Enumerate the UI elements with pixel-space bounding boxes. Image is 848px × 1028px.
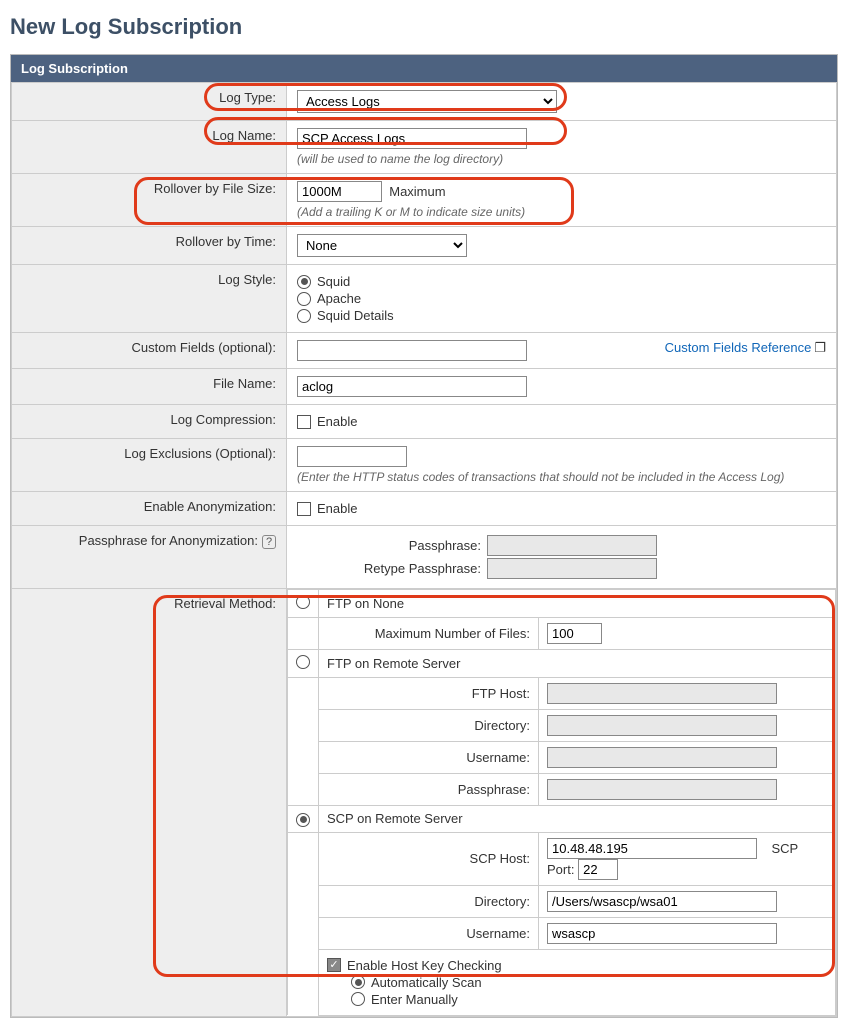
passphrase-label: Passphrase: [297, 538, 487, 553]
enable-anon-label: Enable Anonymization: [12, 492, 287, 526]
log-style-option: Squid [317, 274, 350, 289]
custom-fields-label: Custom Fields (optional): [12, 333, 287, 369]
rollover-size-hint: (Add a trailing K or M to indicate size … [297, 205, 826, 219]
hostkey-checkbox[interactable] [327, 958, 341, 972]
log-exclusions-hint: (Enter the HTTP status codes of transact… [297, 470, 826, 484]
page-title: New Log Subscription [10, 14, 838, 40]
ftp-directory-label: Directory: [319, 710, 539, 742]
max-files-label: Maximum Number of Files: [319, 618, 539, 650]
ftp-remote-title: FTP on Remote Server [319, 650, 836, 678]
rollover-size-label: Rollover by File Size: [12, 174, 287, 227]
help-icon[interactable]: ? [262, 535, 276, 549]
ftp-username-label: Username: [319, 742, 539, 774]
log-style-option: Squid Details [317, 308, 394, 323]
enable-anon-checkbox-label: Enable [317, 501, 357, 516]
log-name-input[interactable] [297, 128, 527, 149]
rollover-time-label: Rollover by Time: [12, 227, 287, 265]
scp-directory-input[interactable] [547, 891, 777, 912]
log-style-option: Apache [317, 291, 361, 306]
log-compression-checkbox[interactable] [297, 415, 311, 429]
auto-scan-label: Automatically Scan [371, 975, 482, 990]
log-style-radio-apache[interactable] [297, 292, 311, 306]
scp-username-label: Username: [319, 917, 539, 949]
ftp-directory-input[interactable] [547, 715, 777, 736]
ftp-host-label: FTP Host: [319, 678, 539, 710]
log-type-label: Log Type: [12, 83, 287, 121]
hostkey-radio-manual[interactable] [351, 992, 365, 1006]
scp-port-input[interactable] [578, 859, 618, 880]
log-type-select[interactable]: Access Logs [297, 90, 557, 113]
ftp-none-title: FTP on None [319, 590, 836, 618]
section-header: Log Subscription [11, 55, 837, 82]
file-name-label: File Name: [12, 369, 287, 405]
scp-host-label: SCP Host: [319, 832, 539, 885]
max-files-input[interactable] [547, 623, 602, 644]
retrieval-radio-ftp-remote[interactable] [296, 655, 310, 669]
enable-anon-checkbox[interactable] [297, 502, 311, 516]
popout-icon: ❐ [814, 340, 826, 356]
retrieval-radio-ftp-none[interactable] [296, 595, 310, 609]
ftp-passphrase-input[interactable] [547, 779, 777, 800]
custom-fields-link[interactable]: Custom Fields Reference [665, 340, 812, 355]
log-style-radio-squid[interactable] [297, 275, 311, 289]
log-style-label: Log Style: [12, 265, 287, 333]
log-style-radio-squid-details[interactable] [297, 309, 311, 323]
form-table: Log Type: Access Logs Log Name: (will be… [11, 82, 837, 1017]
ftp-username-input[interactable] [547, 747, 777, 768]
retrieval-radio-scp[interactable] [296, 813, 310, 827]
hostkey-label: Enable Host Key Checking [347, 958, 502, 973]
passphrase-anon-label: Passphrase for Anonymization:? [12, 526, 287, 589]
rollover-time-select[interactable]: None [297, 234, 467, 257]
scp-title: SCP on Remote Server [319, 806, 836, 833]
log-exclusions-label: Log Exclusions (Optional): [12, 439, 287, 492]
hostkey-radio-auto[interactable] [351, 975, 365, 989]
retype-passphrase-input[interactable] [487, 558, 657, 579]
log-compression-checkbox-label: Enable [317, 414, 357, 429]
retype-passphrase-label: Retype Passphrase: [297, 561, 487, 576]
scp-directory-label: Directory: [319, 885, 539, 917]
rollover-size-suffix: Maximum [389, 184, 445, 199]
log-name-hint: (will be used to name the log directory) [297, 152, 826, 166]
log-exclusions-input[interactable] [297, 446, 407, 467]
custom-fields-input[interactable] [297, 340, 527, 361]
retrieval-table: FTP on None Maximum Number of Files: [287, 589, 836, 1016]
log-name-label: Log Name: [12, 121, 287, 174]
scp-username-input[interactable] [547, 923, 777, 944]
ftp-host-input[interactable] [547, 683, 777, 704]
log-subscription-section: Log Subscription Log Type: Access Logs L… [10, 54, 838, 1018]
scp-host-input[interactable] [547, 838, 757, 859]
rollover-size-input[interactable] [297, 181, 382, 202]
log-compression-label: Log Compression: [12, 405, 287, 439]
file-name-input[interactable] [297, 376, 527, 397]
retrieval-method-label: Retrieval Method: [12, 589, 287, 1017]
enter-manually-label: Enter Manually [371, 992, 458, 1007]
passphrase-input[interactable] [487, 535, 657, 556]
ftp-passphrase-label: Passphrase: [319, 774, 539, 806]
